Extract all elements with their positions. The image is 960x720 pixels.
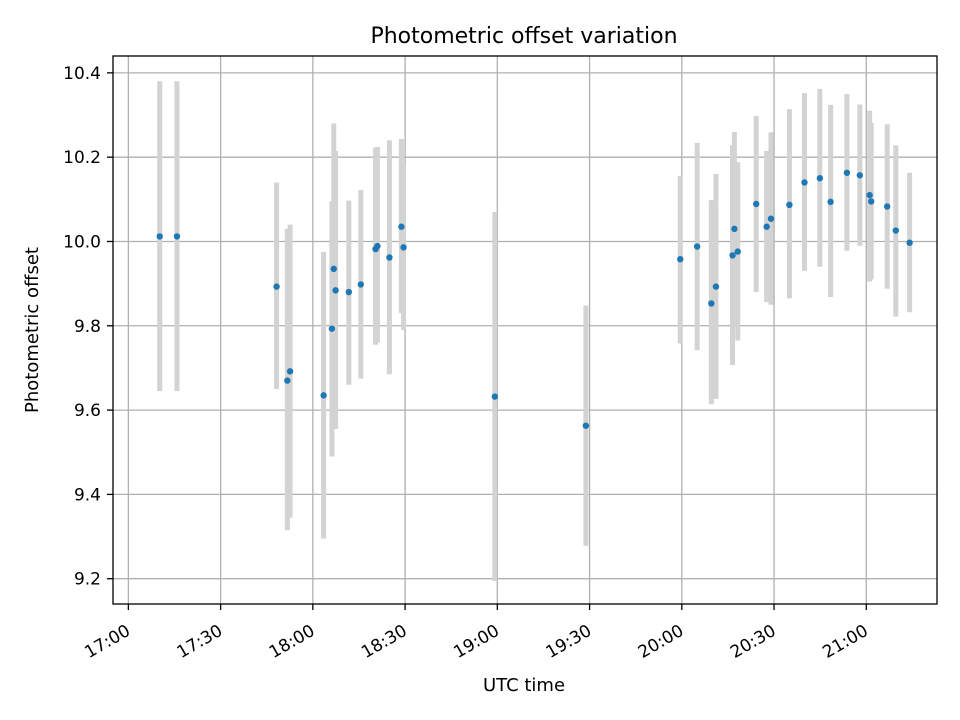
data-point	[734, 248, 741, 255]
data-point	[827, 198, 834, 206]
data-point	[320, 392, 327, 399]
x-axis-label: UTC time	[483, 675, 565, 696]
data-point	[753, 200, 760, 208]
y-tick-label: 9.2	[74, 570, 101, 590]
data-point	[173, 233, 181, 240]
data-point	[400, 244, 407, 251]
y-tick-label: 9.6	[74, 401, 101, 421]
data-point	[273, 283, 280, 290]
data-point	[328, 325, 336, 332]
data-point	[843, 169, 851, 176]
data-point	[156, 233, 163, 240]
data-point	[491, 393, 499, 400]
data-point	[767, 215, 775, 222]
y-tick-label: 9.4	[74, 485, 101, 505]
y-tick-label: 10.0	[63, 232, 101, 252]
data-point	[374, 242, 381, 250]
y-tick-label: 10.4	[63, 64, 101, 84]
data-point	[763, 223, 770, 230]
data-point	[906, 239, 913, 246]
data-point	[286, 368, 294, 375]
data-point	[332, 287, 339, 294]
data-point	[708, 300, 715, 307]
y-tick-label: 9.8	[74, 317, 101, 337]
data-point	[693, 243, 701, 250]
data-point	[582, 422, 590, 429]
data-point	[357, 281, 365, 288]
data-point	[868, 198, 875, 205]
data-point	[731, 225, 738, 233]
data-point	[801, 179, 808, 186]
chart-title: Photometric offset variation	[370, 24, 677, 49]
data-point	[892, 227, 899, 234]
data-point	[284, 377, 291, 384]
data-point	[330, 265, 337, 273]
plot-frame	[112, 55, 938, 605]
data-point	[883, 203, 891, 210]
y-axis-label: Photometric offset	[22, 247, 43, 413]
data-point	[786, 201, 793, 209]
y-tick-label: 10.2	[63, 148, 101, 168]
data-point	[856, 172, 864, 179]
data-point	[345, 288, 353, 296]
data-point	[677, 255, 684, 263]
data-points	[156, 169, 913, 429]
data-point	[386, 254, 393, 261]
data-point	[398, 223, 405, 230]
data-point	[712, 283, 720, 290]
data-point	[816, 175, 824, 182]
y-axis: 9.2 9.4 9.6 9.8 10.0 10.2 10.4	[63, 64, 113, 590]
data-point	[729, 252, 736, 259]
data-point	[866, 191, 873, 199]
